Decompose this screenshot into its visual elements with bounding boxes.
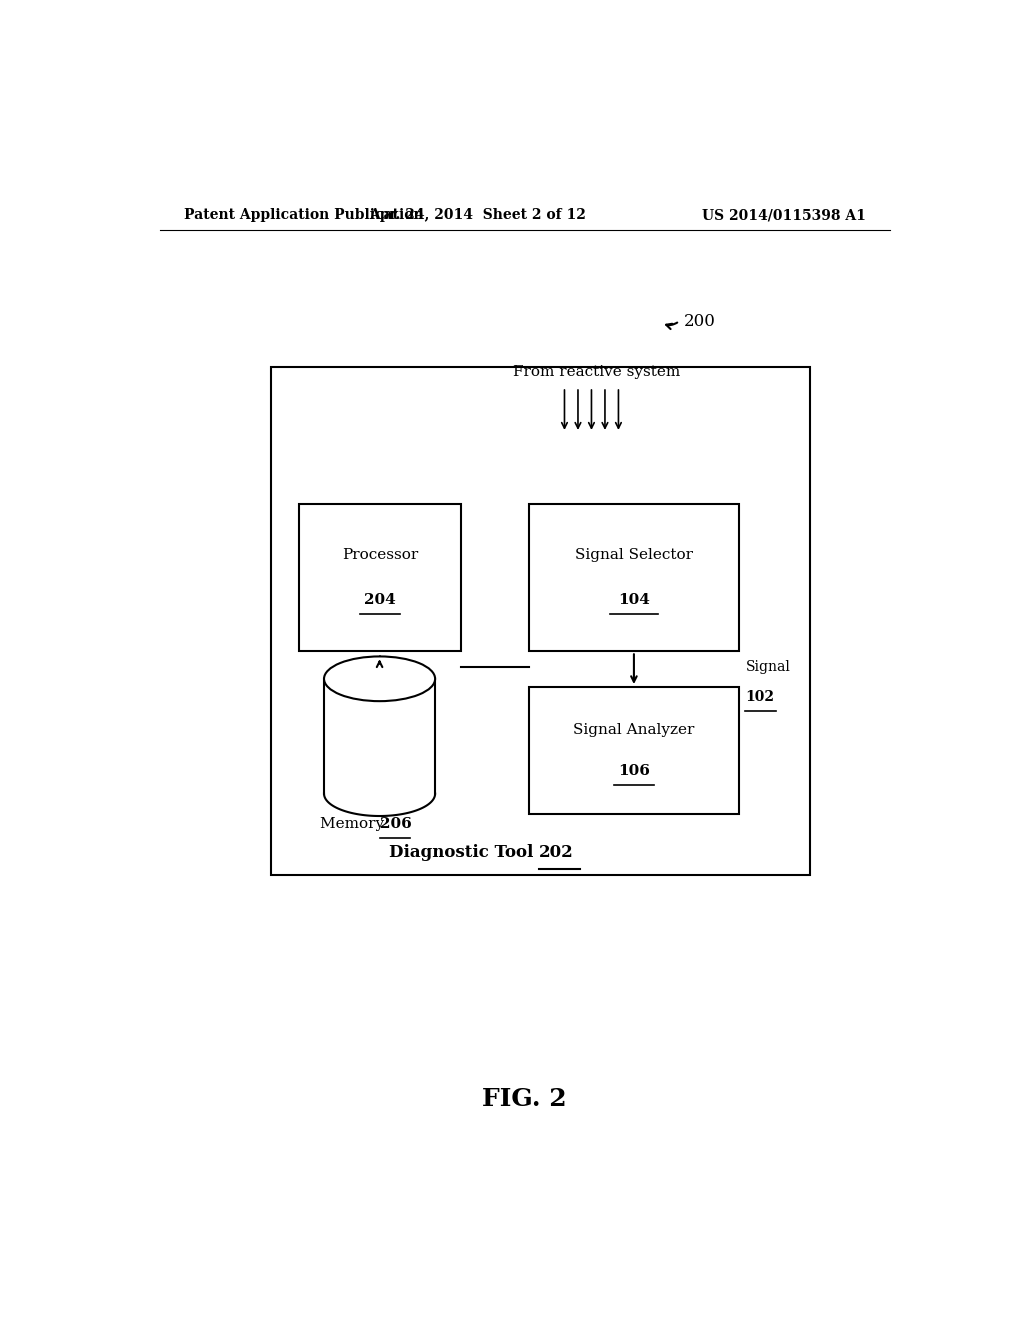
Text: 202: 202 [539,843,573,861]
Bar [528,504,739,651]
Text: 106: 106 [617,764,650,777]
Ellipse shape [324,656,435,701]
Text: FIG. 2: FIG. 2 [482,1086,567,1110]
Bar [528,686,739,814]
Text: 102: 102 [745,690,774,704]
Text: Signal: Signal [745,660,791,673]
Text: Processor: Processor [342,548,418,562]
Bar [299,504,461,651]
Text: 200: 200 [684,313,716,330]
Text: Patent Application Publication: Patent Application Publication [183,209,423,222]
Text: 204: 204 [365,593,396,607]
Text: Apr. 24, 2014  Sheet 2 of 12: Apr. 24, 2014 Sheet 2 of 12 [369,209,586,222]
Text: 206: 206 [380,817,412,832]
Text: US 2014/0115398 A1: US 2014/0115398 A1 [702,209,866,222]
Text: Diagnostic Tool: Diagnostic Tool [389,843,539,861]
Text: Signal Selector: Signal Selector [574,548,693,562]
Bar [270,367,811,875]
Text: 104: 104 [617,593,650,607]
Text: From reactive system: From reactive system [513,364,680,379]
Text: Signal Analyzer: Signal Analyzer [573,723,694,737]
Text: Memory: Memory [321,817,389,832]
